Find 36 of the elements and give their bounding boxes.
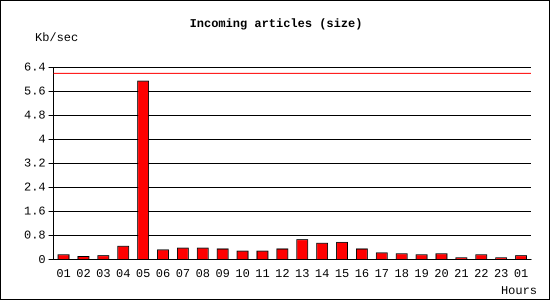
- y-tick-label: 2.4: [24, 180, 46, 195]
- x-tick-label: 15: [334, 266, 350, 281]
- x-tick-label: 19: [414, 266, 429, 281]
- y-tick-label: 3.2: [24, 156, 46, 171]
- y-tick-label: 0: [38, 252, 46, 267]
- x-tick-label: 23: [494, 266, 508, 281]
- y-tick-label: 0.8: [24, 228, 46, 243]
- y-tick-label: 5.6: [24, 84, 46, 99]
- x-tick-label: 12: [275, 266, 290, 281]
- y-tick-label: 1.6: [24, 204, 46, 219]
- y-tick-label: 6.4: [24, 60, 46, 75]
- x-axis-title: Hours: [500, 284, 537, 298]
- x-tick-label: 17: [374, 266, 390, 281]
- x-tick-label: 07: [176, 266, 190, 281]
- x-tick-label: 11: [255, 266, 270, 281]
- x-tick-label: 05: [136, 266, 150, 281]
- x-tick-label: 20: [434, 266, 449, 281]
- x-tick-label: 01: [514, 266, 528, 281]
- x-tick-label: 21: [454, 266, 469, 281]
- x-tick-label: 13: [295, 266, 310, 281]
- x-tick-label: 04: [116, 266, 130, 281]
- x-tick-label: 08: [196, 266, 210, 281]
- chart-title: Incoming articles (size): [190, 17, 362, 32]
- x-tick-label: 10: [235, 266, 250, 281]
- y-axis-title: Kb/sec: [35, 31, 78, 45]
- x-tick-label: 02: [76, 266, 91, 281]
- x-tick-label: 18: [394, 266, 409, 281]
- x-tick-label: 06: [156, 266, 170, 281]
- x-tick-label: 22: [474, 266, 488, 281]
- x-tick-label: 09: [215, 266, 230, 281]
- y-tick-label: 4: [38, 132, 46, 147]
- x-tick-label: 03: [96, 266, 111, 281]
- x-tick-label: 14: [314, 266, 330, 281]
- y-tick-label: 4.8: [24, 108, 46, 123]
- x-tick-label: 16: [354, 266, 370, 281]
- x-tick-label: 01: [56, 266, 71, 281]
